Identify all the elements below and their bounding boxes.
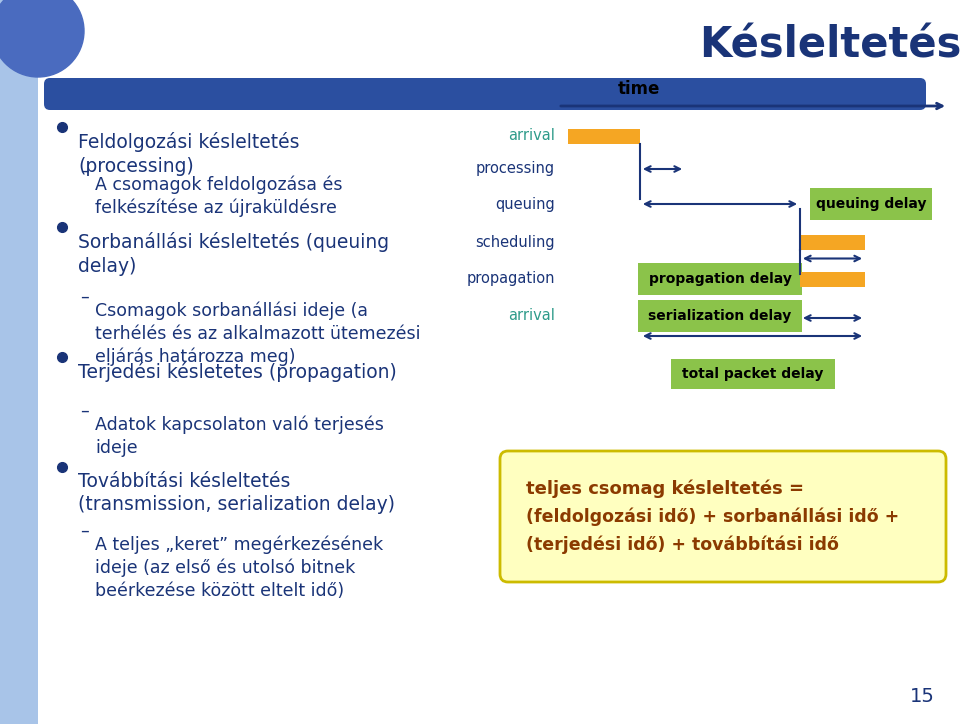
FancyBboxPatch shape — [0, 0, 38, 724]
Text: Terjedési késletetes (propagation): Terjedési késletetes (propagation) — [78, 362, 396, 382]
FancyBboxPatch shape — [810, 188, 932, 220]
Text: –: – — [80, 522, 88, 540]
Text: teljes csomag késleltetés =: teljes csomag késleltetés = — [526, 479, 804, 497]
Text: queuing delay: queuing delay — [816, 197, 926, 211]
Text: scheduling: scheduling — [475, 235, 555, 250]
Text: propagation delay: propagation delay — [649, 272, 791, 286]
Text: processing: processing — [476, 161, 555, 177]
Circle shape — [0, 0, 84, 77]
Text: total packet delay: total packet delay — [682, 367, 823, 381]
Text: propagation: propagation — [467, 272, 555, 287]
Text: 15: 15 — [910, 687, 935, 706]
Text: (feldolgozási idő) + sorbanállási idő +: (feldolgozási idő) + sorbanállási idő + — [526, 507, 900, 526]
Text: Késleltetés: Késleltetés — [699, 25, 960, 67]
Text: (terjedési idő) + továbbítási idő: (terjedési idő) + továbbítási idő — [526, 535, 839, 554]
FancyBboxPatch shape — [638, 263, 802, 295]
Text: serialization delay: serialization delay — [648, 309, 792, 323]
Text: A teljes „keret” megérkezésének
ideje (az első és utolsó bitnek
beérkezése közöt: A teljes „keret” megérkezésének ideje (a… — [95, 536, 383, 599]
Text: arrival: arrival — [508, 308, 555, 324]
FancyBboxPatch shape — [670, 359, 834, 389]
Text: Feldolgozási késleltetés
(processing): Feldolgozási késleltetés (processing) — [78, 132, 300, 175]
FancyBboxPatch shape — [800, 235, 865, 250]
Text: Adatok kapcsolaton való terjesés
ideje: Adatok kapcsolaton való terjesés ideje — [95, 416, 384, 457]
FancyBboxPatch shape — [638, 300, 802, 332]
FancyBboxPatch shape — [800, 272, 865, 287]
Text: –: – — [80, 402, 88, 420]
Text: time: time — [618, 80, 660, 98]
Text: –: – — [80, 162, 88, 180]
Text: Sorbanállási késleltetés (queuing
delay): Sorbanállási késleltetés (queuing delay) — [78, 232, 389, 276]
Text: queuing: queuing — [495, 196, 555, 211]
Text: –: – — [80, 288, 88, 306]
FancyBboxPatch shape — [568, 128, 640, 143]
Text: Továbbítási késleltetés
(transmission, serialization delay): Továbbítási késleltetés (transmission, s… — [78, 472, 395, 515]
Text: A csomagok feldolgozása és
felkészítése az újraküldésre: A csomagok feldolgozása és felkészítése … — [95, 176, 343, 217]
FancyBboxPatch shape — [500, 451, 946, 582]
Text: arrival: arrival — [508, 128, 555, 143]
Text: Csomagok sorbanállási ideje (a
terhélés és az alkalmazott ütemezési
eljárás hatá: Csomagok sorbanállási ideje (a terhélés … — [95, 302, 420, 366]
FancyBboxPatch shape — [44, 78, 926, 110]
